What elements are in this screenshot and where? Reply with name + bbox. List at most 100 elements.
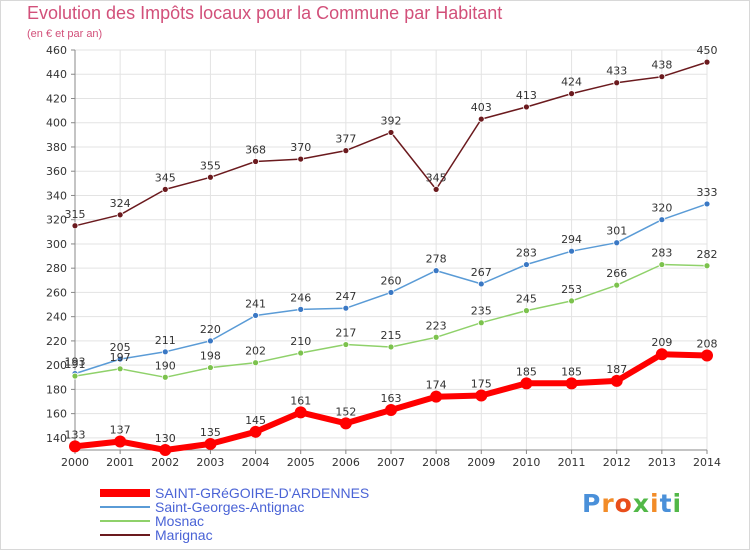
data-label-mosnac: 210 [290, 335, 311, 348]
data-label-mosnac: 191 [65, 358, 86, 371]
data-label-marignac: 315 [65, 208, 86, 221]
x-tick-label: 2011 [558, 456, 586, 469]
data-label-mosnac: 202 [245, 345, 266, 358]
data-label-saint-gr-goire-d-ardennes: 208 [697, 337, 718, 350]
data-point-saint-gr-goire-d-ardennes [430, 390, 443, 403]
logo-letter: x [632, 489, 650, 518]
data-point-mosnac [568, 297, 575, 305]
data-point-marignac [703, 58, 711, 66]
data-label-saint-gr-goire-d-ardennes: 130 [155, 432, 176, 445]
y-tick-label: 240 [46, 311, 67, 324]
data-label-marignac: 403 [471, 101, 492, 114]
x-tick-label: 2003 [196, 456, 224, 469]
data-point-mosnac [252, 359, 259, 367]
data-label-saint-georges-antignac: 320 [651, 202, 672, 215]
data-point-mosnac [387, 343, 395, 351]
x-tick-label: 2006 [332, 456, 360, 469]
data-label-mosnac: 198 [200, 350, 221, 363]
data-label-saint-georges-antignac: 278 [426, 253, 447, 266]
data-point-marignac [297, 155, 305, 163]
y-tick-label: 440 [46, 68, 67, 81]
data-label-saint-georges-antignac: 205 [110, 341, 131, 354]
y-tick-label: 180 [46, 383, 67, 396]
data-label-saint-georges-antignac: 211 [155, 334, 176, 347]
y-tick-label: 200 [46, 359, 67, 372]
logo-letter: i [672, 489, 683, 518]
x-tick-label: 2008 [422, 456, 450, 469]
y-tick-label: 220 [46, 335, 67, 348]
x-tick-label: 2014 [693, 456, 721, 469]
data-label-marignac: 413 [516, 89, 537, 102]
x-tick-label: 2000 [61, 456, 89, 469]
y-tick-label: 260 [46, 286, 67, 299]
legend-label-saint-georges-antignac: Saint-Georges-Antignac [155, 499, 304, 515]
data-point-saint-gr-goire-d-ardennes [339, 417, 352, 430]
data-point-marignac [523, 103, 530, 111]
data-point-saint-georges-antignac [387, 289, 395, 296]
logo-letter: o [614, 489, 633, 518]
data-point-mosnac [432, 333, 440, 341]
data-label-marignac: 370 [290, 141, 311, 154]
x-tick-label: 2013 [648, 456, 676, 469]
logo-letter: i [650, 489, 660, 518]
data-point-saint-georges-antignac [252, 312, 259, 319]
data-point-saint-gr-goire-d-ardennes [520, 377, 533, 390]
x-tick-label: 2001 [106, 456, 134, 469]
data-label-saint-georges-antignac: 193 [65, 356, 86, 369]
legend-label-saint-gr-goire-d-ardennes: SAINT-GRéGOIRE-D'ARDENNES [155, 485, 369, 501]
data-label-marignac: 355 [200, 159, 221, 172]
x-tick-label: 2009 [467, 456, 495, 469]
data-label-saint-gr-goire-d-ardennes: 152 [335, 405, 356, 418]
data-label-mosnac: 253 [561, 283, 582, 296]
legend-label-marignac: Marignac [155, 527, 213, 543]
data-point-mosnac [523, 307, 530, 315]
data-label-saint-georges-antignac: 267 [471, 266, 492, 279]
data-label-mosnac: 245 [516, 293, 537, 306]
data-point-saint-georges-antignac [568, 247, 575, 255]
data-label-saint-gr-goire-d-ardennes: 135 [200, 426, 221, 439]
data-point-mosnac [297, 349, 305, 357]
data-point-saint-georges-antignac [703, 200, 711, 208]
data-label-saint-georges-antignac: 247 [335, 290, 356, 303]
data-point-saint-gr-goire-d-ardennes [610, 374, 623, 387]
x-tick-label: 2005 [287, 456, 315, 469]
legend-label-mosnac: Mosnac [155, 513, 204, 529]
data-point-saint-georges-antignac [342, 304, 350, 312]
chart-title: Evolution des Impôts locaux pour la Comm… [27, 3, 503, 23]
data-label-marignac: 433 [606, 65, 627, 78]
data-label-mosnac: 215 [381, 329, 402, 342]
data-label-saint-gr-goire-d-ardennes: 137 [110, 424, 131, 437]
data-point-saint-gr-goire-d-ardennes [69, 440, 81, 453]
data-label-marignac: 438 [651, 59, 672, 72]
data-label-saint-gr-goire-d-ardennes: 209 [651, 336, 672, 349]
data-label-saint-georges-antignac: 220 [200, 323, 221, 336]
x-tick-label: 2007 [377, 456, 405, 469]
y-tick-label: 140 [46, 432, 67, 445]
data-label-saint-georges-antignac: 333 [697, 186, 718, 199]
data-point-marignac [71, 222, 79, 230]
data-label-saint-gr-goire-d-ardennes: 161 [290, 394, 311, 407]
data-label-saint-georges-antignac: 301 [606, 225, 627, 238]
logo-letter: t [659, 489, 673, 518]
x-tick-label: 2012 [603, 456, 631, 469]
data-point-marignac [658, 73, 666, 81]
data-label-saint-gr-goire-d-ardennes: 145 [245, 414, 266, 427]
data-label-marignac: 450 [697, 44, 718, 57]
data-label-saint-gr-goire-d-ardennes: 185 [561, 365, 582, 378]
data-point-saint-georges-antignac [207, 337, 214, 345]
y-tick-label: 340 [46, 189, 67, 202]
data-point-saint-gr-goire-d-ardennes [475, 389, 488, 402]
data-label-marignac: 392 [381, 114, 402, 127]
data-point-saint-georges-antignac [477, 280, 485, 288]
y-tick-label: 460 [46, 44, 67, 57]
grid-lines [74, 49, 708, 450]
chart-subtitle: (en € et par an) [27, 28, 103, 40]
data-point-marignac [207, 173, 214, 181]
data-labels: 315 324 345 355 368 370 377 392 345 403 413 424 433 4… [65, 44, 718, 445]
data-label-mosnac: 223 [426, 319, 447, 332]
data-point-saint-georges-antignac [116, 355, 124, 363]
axes: 140 160 180 200 220 240 260 280 300 320 340 360 380 4… [46, 44, 721, 469]
data-point-saint-gr-goire-d-ardennes [204, 437, 217, 450]
data-point-saint-georges-antignac [523, 261, 530, 268]
